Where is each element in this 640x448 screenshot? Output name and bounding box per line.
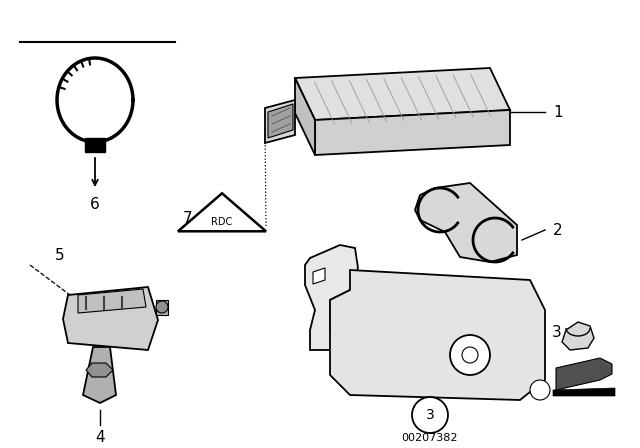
Polygon shape <box>315 110 510 155</box>
Polygon shape <box>78 289 146 313</box>
Text: 1: 1 <box>553 104 563 120</box>
Text: 5: 5 <box>55 247 65 263</box>
Polygon shape <box>553 388 615 396</box>
Text: 7: 7 <box>183 211 193 225</box>
Circle shape <box>412 397 448 433</box>
Text: 3: 3 <box>552 324 562 340</box>
Polygon shape <box>556 358 612 390</box>
Polygon shape <box>86 363 113 377</box>
Polygon shape <box>268 104 293 138</box>
Text: 3: 3 <box>426 408 435 422</box>
Circle shape <box>450 335 490 375</box>
Text: 2: 2 <box>553 223 563 237</box>
Polygon shape <box>415 183 517 262</box>
Polygon shape <box>295 78 315 155</box>
Polygon shape <box>156 300 168 315</box>
Circle shape <box>530 380 550 400</box>
Text: 00207382: 00207382 <box>402 433 458 443</box>
Polygon shape <box>63 287 158 350</box>
Circle shape <box>462 347 478 363</box>
Polygon shape <box>85 138 105 152</box>
Circle shape <box>156 301 168 313</box>
Text: 6: 6 <box>90 197 100 211</box>
Polygon shape <box>305 245 358 350</box>
Text: RDC: RDC <box>211 217 232 227</box>
Polygon shape <box>178 193 266 231</box>
Polygon shape <box>295 68 510 120</box>
Polygon shape <box>265 100 295 143</box>
Polygon shape <box>562 322 594 350</box>
Polygon shape <box>330 270 545 400</box>
Polygon shape <box>313 268 325 284</box>
Polygon shape <box>83 347 116 403</box>
Text: 4: 4 <box>95 430 105 444</box>
